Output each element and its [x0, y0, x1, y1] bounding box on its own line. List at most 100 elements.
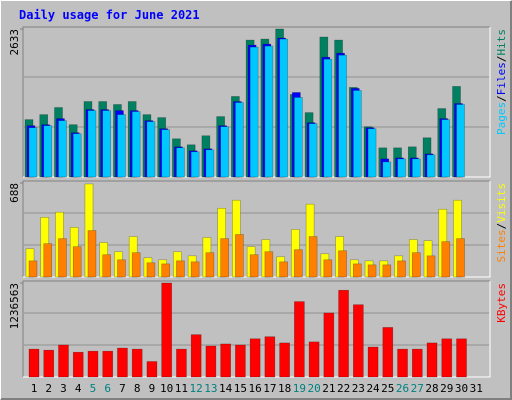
x-tick-label: 28: [425, 382, 438, 395]
legend-entry: Hits: [495, 29, 508, 56]
bar: [338, 54, 347, 178]
bar: [161, 129, 170, 178]
y-tick-label: 688: [8, 183, 21, 203]
legend-separator: /: [495, 56, 508, 63]
x-tick-label: 15: [234, 382, 247, 395]
x-tick-label: 23: [352, 382, 365, 395]
plot-frame: [22, 180, 490, 277]
x-tick-label: 21: [322, 382, 335, 395]
bar: [190, 261, 200, 278]
bar: [161, 282, 172, 378]
bar: [308, 236, 318, 278]
x-tick-label: 1: [31, 382, 38, 395]
bar: [249, 46, 259, 178]
bar: [426, 154, 436, 178]
bar: [87, 230, 97, 278]
bar: [117, 114, 126, 178]
legend-entry: Pages: [495, 102, 508, 135]
bar: [411, 158, 421, 178]
bar: [323, 58, 333, 178]
legend-separator: /: [495, 223, 508, 230]
x-tick-label: 8: [134, 382, 141, 395]
x-tick-label: 18: [278, 382, 291, 395]
x-tick-label: 22: [337, 382, 350, 395]
x-tick-label: 25: [381, 382, 394, 395]
bar: [426, 255, 436, 278]
plot-frame: [22, 26, 490, 177]
bar: [146, 262, 156, 278]
legend-entry: KBytes: [495, 283, 508, 323]
bar: [367, 346, 379, 378]
bar: [397, 158, 406, 178]
bar: [323, 259, 333, 278]
x-tick-label: 29: [440, 382, 453, 395]
bar: [176, 348, 187, 378]
x-tick-label: 13: [204, 382, 217, 395]
bar: [102, 254, 112, 278]
bar: [382, 264, 392, 278]
bar: [161, 263, 170, 278]
bar: [58, 238, 67, 278]
bar: [456, 104, 465, 178]
x-tick-label: 14: [219, 382, 233, 395]
bar: [235, 102, 244, 178]
x-tick-label: 17: [263, 382, 276, 395]
legend-entry: Visits: [495, 183, 508, 223]
bar: [441, 338, 453, 378]
x-tick-label: 4: [75, 382, 82, 395]
x-tick-label: 16: [249, 382, 262, 395]
bar: [456, 338, 467, 378]
bar: [264, 336, 276, 378]
bar: [397, 260, 406, 278]
x-tick-label: 20: [307, 382, 320, 395]
bar: [411, 348, 423, 378]
bar: [294, 301, 305, 378]
bar: [279, 38, 288, 178]
bar: [87, 350, 99, 378]
x-tick-label: 24: [366, 382, 380, 395]
bar: [72, 133, 82, 178]
bar: [382, 327, 394, 378]
bar: [397, 348, 408, 378]
x-tick-label: 31: [470, 382, 483, 395]
x-tick-label: 9: [149, 382, 156, 395]
bar: [220, 343, 231, 378]
x-tick-label: 7: [119, 382, 126, 395]
bar: [264, 251, 274, 278]
bar: [102, 110, 112, 178]
bar: [294, 97, 303, 178]
bar: [58, 120, 67, 178]
chart-title: Daily usage for June 2021: [19, 8, 200, 22]
x-tick-label: 10: [160, 382, 173, 395]
bar: [205, 149, 215, 178]
bar: [308, 341, 320, 378]
bar: [131, 111, 141, 178]
bar: [58, 344, 69, 378]
bar: [235, 344, 246, 378]
x-tick-label: 2: [45, 382, 52, 395]
x-tick-label: 30: [455, 382, 468, 395]
bar: [338, 289, 349, 378]
x-tick-label: 5: [90, 382, 97, 395]
bar: [279, 261, 288, 278]
bar: [382, 161, 392, 178]
bar: [279, 342, 290, 378]
bar: [220, 126, 229, 178]
bar: [43, 125, 53, 178]
bar: [249, 254, 259, 278]
y-tick-label: 1236563: [8, 283, 21, 329]
x-tick-label: 27: [411, 382, 424, 395]
bar: [43, 349, 55, 378]
x-tick-label: 11: [175, 382, 188, 395]
bar: [176, 260, 185, 278]
bar: [190, 334, 202, 378]
bar: [294, 249, 303, 278]
bar: [72, 351, 84, 378]
bar: [117, 259, 126, 278]
x-tick-label: 6: [104, 382, 111, 395]
bar: [367, 264, 377, 278]
bar: [367, 128, 377, 178]
bar: [353, 263, 362, 278]
plot-frame: [22, 280, 490, 377]
